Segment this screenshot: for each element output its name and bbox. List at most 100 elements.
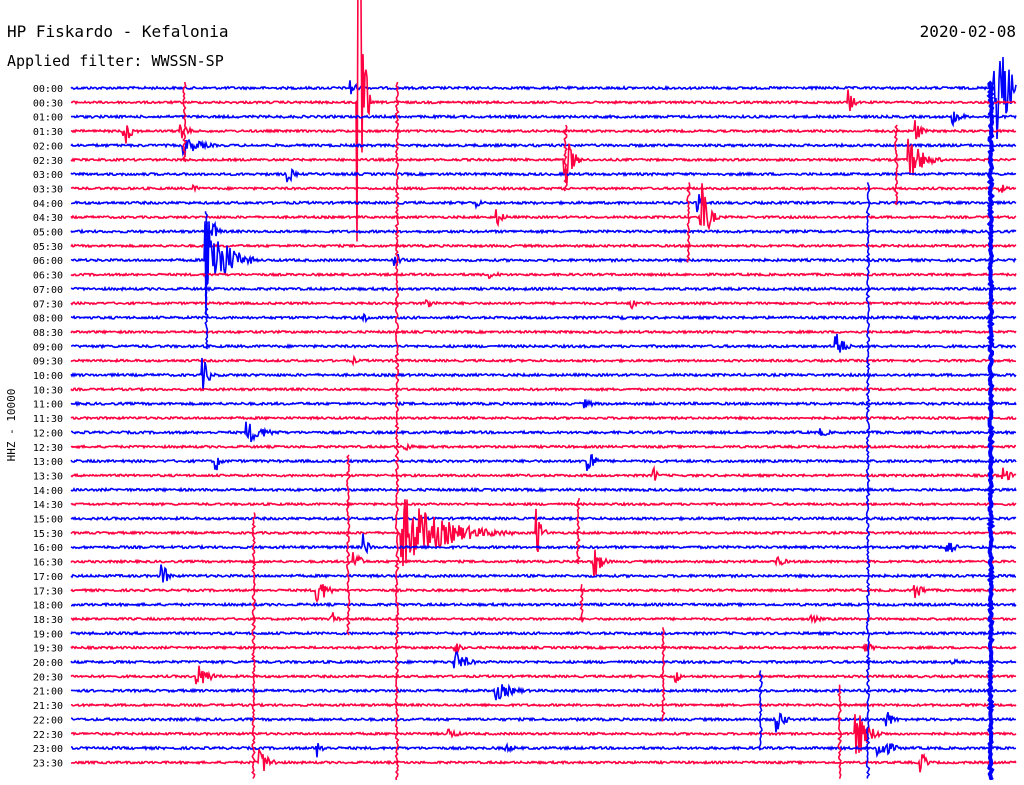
trace-row-0130 <box>70 120 1017 144</box>
time-label-2330: 23:30 <box>33 758 63 769</box>
time-label-0630: 06:30 <box>33 271 63 282</box>
trace-row-1930 <box>70 643 1017 655</box>
time-label-1330: 13:30 <box>33 471 63 482</box>
trace-row-0400 <box>71 194 1017 213</box>
trace-row-0800 <box>70 312 1017 324</box>
time-label-0000: 00:00 <box>33 84 63 95</box>
time-label-2030: 20:30 <box>33 672 63 683</box>
time-label-0400: 04:00 <box>33 199 63 210</box>
time-label-1000: 10:00 <box>33 371 63 382</box>
trace-row-2030 <box>70 665 1017 685</box>
trace-row-1330 <box>70 465 1017 481</box>
filter-subtitle: Applied filter: WWSSN-SP <box>7 52 224 70</box>
trace-row-0100 <box>70 111 1017 128</box>
spike-4 <box>251 512 257 779</box>
time-label-1030: 10:30 <box>33 385 63 396</box>
time-label-0130: 01:30 <box>33 127 63 138</box>
time-label-0100: 01:00 <box>33 113 63 124</box>
time-label-1100: 11:00 <box>33 400 63 411</box>
time-label-1500: 15:00 <box>33 515 63 526</box>
trace-row-0830 <box>70 329 1017 335</box>
trace-row-0730 <box>70 298 1017 310</box>
trace-row-1600 <box>70 533 1017 555</box>
time-label-0230: 02:30 <box>33 156 63 167</box>
trace-row-1300 <box>70 453 1017 472</box>
spike-7 <box>661 627 666 722</box>
trace-row-1130 <box>70 415 1017 421</box>
channel-axis-label: HHZ - 10000 <box>5 389 18 462</box>
time-label-2130: 21:30 <box>33 701 63 712</box>
trace-group <box>70 0 1017 773</box>
trace-row-0430 <box>70 183 1017 232</box>
date-label: 2020-02-08 <box>920 22 1016 41</box>
spike-9 <box>837 684 842 779</box>
time-label-2230: 22:30 <box>33 730 63 741</box>
time-label-1930: 19:30 <box>33 644 63 655</box>
trace-row-0530 <box>70 243 1017 249</box>
trace-row-0200 <box>70 138 1017 158</box>
trace-row-2000 <box>70 650 1017 669</box>
trace-row-0300 <box>70 167 1017 183</box>
time-label-0800: 08:00 <box>33 314 63 325</box>
time-label-1430: 14:30 <box>33 500 63 511</box>
trace-row-1030 <box>70 386 1017 393</box>
trace-row-0330 <box>70 183 1017 194</box>
time-label-0330: 03:30 <box>33 184 63 195</box>
time-label-0830: 08:30 <box>33 328 63 339</box>
time-label-0200: 02:00 <box>33 141 63 152</box>
spike-10 <box>563 124 568 192</box>
trace-row-2230 <box>71 714 1017 754</box>
time-label-0730: 07:30 <box>33 299 63 310</box>
time-label-0430: 04:30 <box>33 213 63 224</box>
time-label-1400: 14:00 <box>33 486 63 497</box>
trace-row-1500 <box>70 515 1017 522</box>
time-label-0930: 09:30 <box>33 357 63 368</box>
time-label-1630: 16:30 <box>33 558 63 569</box>
spike-1 <box>394 81 400 781</box>
trace-row-0900 <box>70 333 1017 353</box>
time-label-group: 00:00 00:30 01:00 01:30 02:00 02:30 03:00 03:30… <box>33 84 63 769</box>
spike-15 <box>575 497 581 565</box>
time-label-2300: 23:00 <box>33 744 63 755</box>
time-label-1600: 16:00 <box>33 543 63 554</box>
time-label-1300: 13:00 <box>33 457 63 468</box>
time-label-1800: 18:00 <box>33 601 63 612</box>
time-label-2000: 20:00 <box>33 658 63 669</box>
trace-row-1800 <box>71 601 1017 608</box>
trace-row-1630 <box>70 549 1017 578</box>
time-label-0300: 03:00 <box>33 170 63 181</box>
spike-13 <box>182 81 187 163</box>
trace-row-2330 <box>70 749 1017 773</box>
time-label-1130: 11:30 <box>33 414 63 425</box>
trace-row-0230 <box>70 138 1017 184</box>
time-label-1730: 17:30 <box>33 586 63 597</box>
trace-row-1100 <box>70 398 1017 409</box>
time-label-1700: 17:00 <box>33 572 63 583</box>
trace-row-2100 <box>70 683 1017 701</box>
time-label-0530: 05:30 <box>33 242 63 253</box>
trace-row-1400 <box>70 486 1017 493</box>
trace-row-1730 <box>70 584 1017 603</box>
time-label-1830: 18:30 <box>33 615 63 626</box>
trace-row-1000 <box>70 357 1017 391</box>
trace-row-1200 <box>70 421 1017 443</box>
station-title: HP Fiskardo - Kefalonia <box>7 22 229 41</box>
spike-8 <box>758 670 764 751</box>
time-label-1230: 12:30 <box>33 443 63 454</box>
trace-row-0600 <box>70 221 1017 316</box>
spike-5 <box>204 211 209 350</box>
spike-group <box>182 80 996 782</box>
trace-row-1830 <box>70 612 1017 625</box>
time-label-0700: 07:00 <box>33 285 63 296</box>
time-label-0900: 09:00 <box>33 342 63 353</box>
time-label-1530: 15:30 <box>33 529 63 540</box>
trace-row-0630 <box>70 270 1017 280</box>
trace-row-1230 <box>70 442 1017 451</box>
spike-12 <box>893 124 899 206</box>
trace-row-0930 <box>70 354 1017 367</box>
time-label-1200: 12:00 <box>33 428 63 439</box>
time-label-1900: 19:00 <box>33 629 63 640</box>
trace-row-1530 <box>70 499 1017 567</box>
